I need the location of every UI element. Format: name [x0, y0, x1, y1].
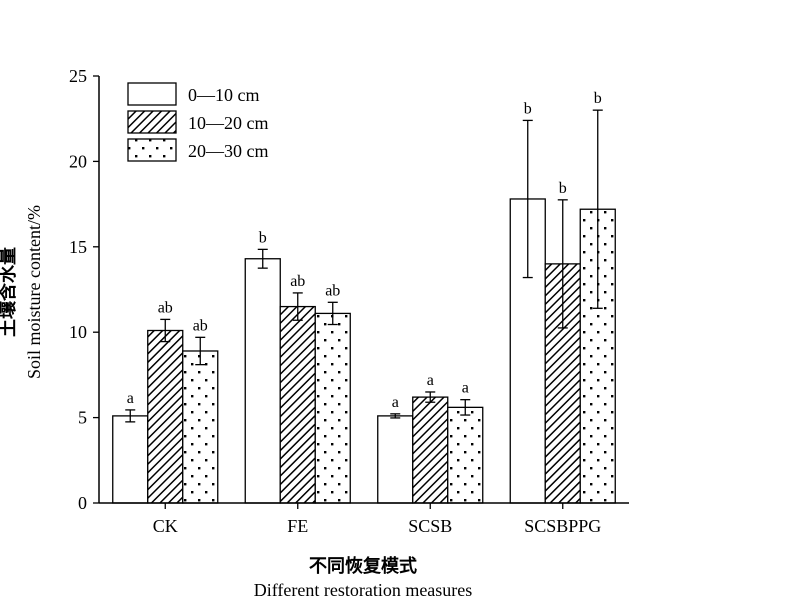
legend-swatch-series-1 — [127, 82, 177, 106]
significance-letter: a — [127, 390, 134, 407]
y-tick-label: 25 — [69, 66, 87, 86]
legend-swatch-series-3 — [127, 138, 177, 162]
significance-letter: a — [462, 380, 469, 397]
x-tick-label-scsb: SCSB — [408, 516, 452, 536]
legend-label-series-2: 10—20 cm — [188, 113, 269, 133]
legend-label-series-1: 0—10 cm — [188, 85, 260, 105]
x-tick-label-ck: CK — [153, 516, 178, 536]
bar-scsb-series-3 — [447, 406, 484, 504]
bar-scsb-series-1 — [377, 415, 414, 504]
bar-ck-series-1 — [112, 415, 149, 504]
y-tick-label: 10 — [69, 322, 87, 342]
y-tick-label: 20 — [69, 151, 87, 171]
significance-letter: b — [559, 180, 567, 197]
x-axis-label-cn: 不同恢复模式 — [309, 555, 417, 576]
significance-letter: ab — [158, 299, 173, 316]
significance-letter: a — [427, 372, 434, 389]
bars-group — [112, 198, 616, 504]
bar-scsb-series-2 — [412, 396, 449, 504]
significance-letter: ab — [290, 273, 305, 290]
bar-ck-series-2 — [147, 329, 184, 504]
y-tick-label: 0 — [78, 493, 87, 513]
x-tick-label-fe: FE — [287, 516, 308, 536]
significance-letter: b — [259, 229, 267, 246]
y-axis-label-cn: 土壤含水量 — [0, 247, 18, 337]
bar-fe-series-1 — [244, 258, 281, 504]
legend-label-series-3: 20—30 cm — [188, 141, 269, 161]
bar-fe-series-2 — [279, 305, 316, 504]
legend-swatch-series-2 — [127, 110, 177, 134]
significance-letter: b — [524, 100, 532, 117]
y-tick-label: 5 — [78, 408, 87, 428]
x-tick-label-scsbppg: SCSBPPG — [524, 516, 601, 536]
x-axis-label-en: Different restoration measures — [254, 580, 473, 600]
error-bars-group — [125, 109, 603, 423]
y-tick-label: 15 — [69, 237, 87, 257]
y-axis-label-en: Soil moisture content/% — [24, 205, 44, 379]
legend: 0—10 cm 10—20 cm 20—30 cm — [127, 82, 269, 162]
significance-letter: ab — [325, 282, 340, 299]
bar-ck-series-3 — [182, 350, 219, 504]
significance-letter: ab — [193, 317, 208, 334]
significance-letter: a — [392, 394, 399, 411]
bar-fe-series-3 — [314, 312, 351, 504]
axes-group: CK FE SCSB SCSBPPG 0 5 10 15 20 25 — [69, 66, 629, 536]
significance-letter: b — [594, 90, 602, 107]
